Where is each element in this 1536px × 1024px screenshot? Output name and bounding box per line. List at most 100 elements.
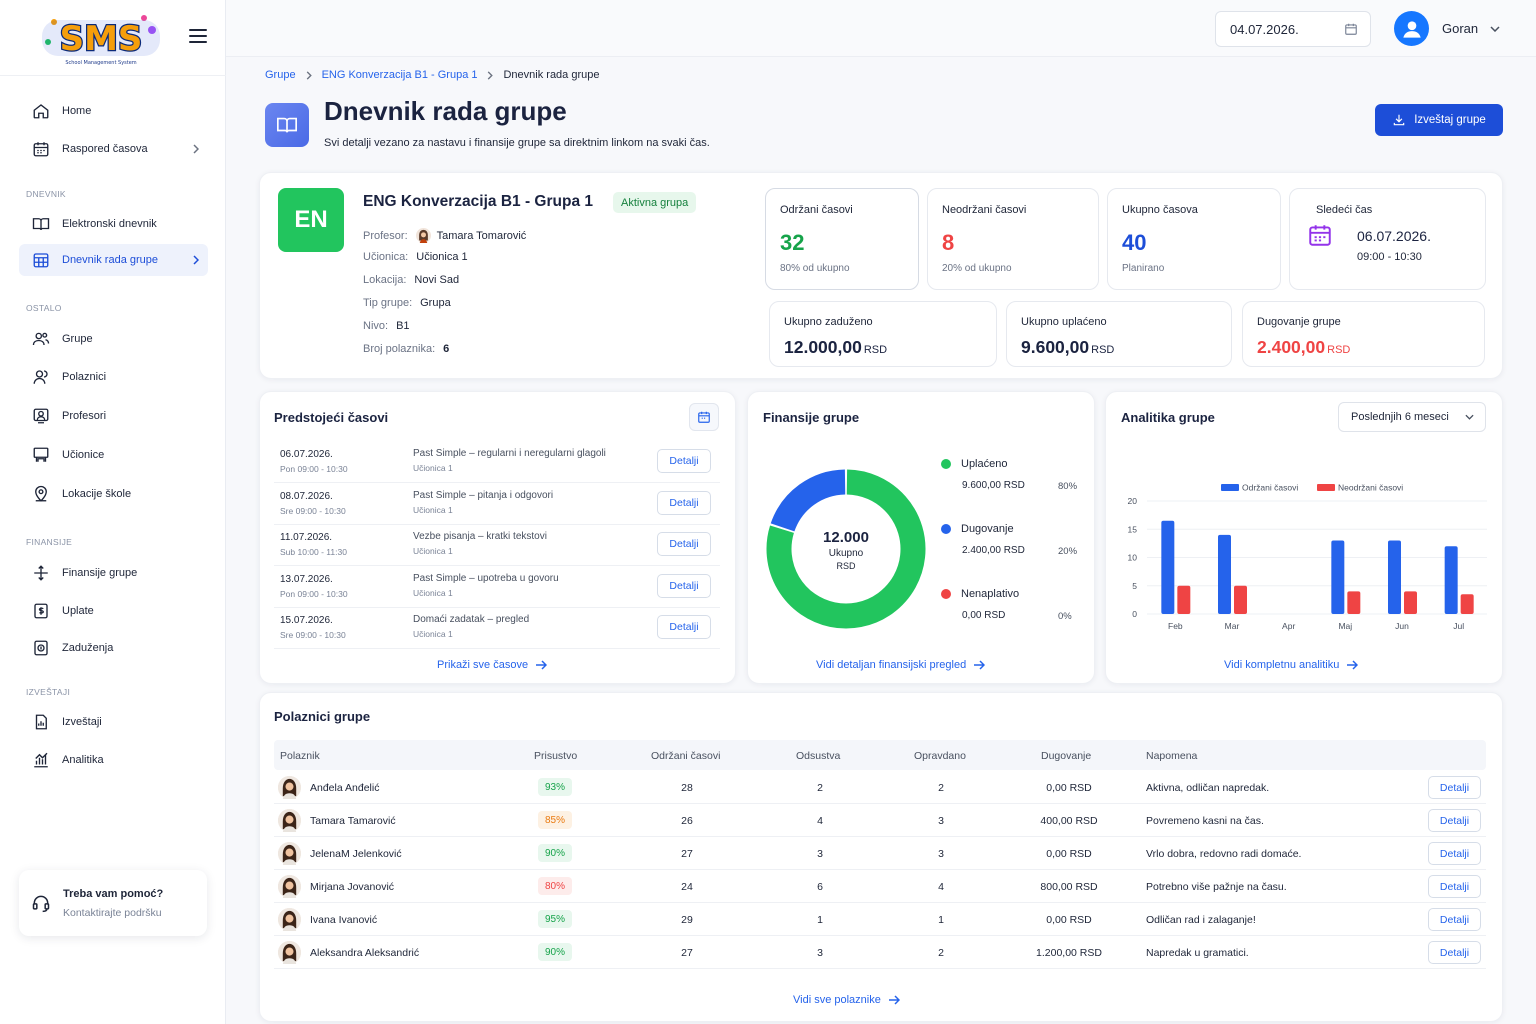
donut-label-2: RSD [836, 561, 856, 571]
legend-label: Dugovanje [961, 523, 1014, 535]
transfer-icon [31, 563, 51, 583]
avatar [415, 228, 431, 243]
info-value: Učionica 1 [416, 251, 468, 263]
lesson-time: Pon 09:00 - 10:30 [280, 588, 348, 599]
bar [1331, 540, 1345, 614]
sidebar-item-izvestaji[interactable]: Izveštaji [19, 706, 208, 738]
details-button[interactable]: Detalji [1428, 941, 1481, 964]
legend-label: Neodržani časovi [1338, 483, 1403, 493]
x-tick-label: Feb [1168, 621, 1183, 631]
sidebar-item-home[interactable]: Home [19, 95, 208, 127]
period-select[interactable]: Poslednjih 6 meseci [1338, 402, 1486, 432]
lesson-date: 08.07.2026. [280, 490, 333, 502]
details-button[interactable]: Detalji [657, 449, 711, 473]
sidebar-item-uplate[interactable]: Uplate [19, 595, 208, 627]
info-label: Učionica: [363, 251, 409, 263]
lesson-subject: Vezbe pisanja – kratki tekstovi [413, 531, 547, 542]
sidebar-item-label: Dnevnik rada grupe [62, 254, 159, 266]
details-button[interactable]: Detalji [1428, 776, 1481, 799]
menu-toggle-icon[interactable] [189, 29, 207, 43]
stat-total-classes: Ukupno časova 40 Planirano [1107, 188, 1281, 290]
sidebar-item-label: Zaduženja [62, 642, 114, 654]
help-card[interactable]: Treba vam pomoć? Kontaktirajte podršku [19, 870, 207, 936]
details-button[interactable]: Detalji [1428, 809, 1481, 832]
info-value: Tamara Tomarović [436, 229, 527, 242]
show-all-classes-link[interactable]: Prikaži sve časove [437, 659, 548, 671]
sidebar-item-zaduzenja[interactable]: Zaduženja [19, 632, 208, 664]
lesson-room: Učionica 1 [413, 546, 453, 556]
analytics-full-link[interactable]: Vidi kompletnu analitiku [1224, 659, 1359, 671]
upcoming-classes-card [259, 391, 736, 684]
sidebar-section-izvestaji: IZVEŠTAJI [26, 687, 71, 697]
attendance-badge: 90% [538, 943, 573, 961]
sidebar-item-raspored[interactable]: Raspored časova [19, 133, 208, 165]
details-button[interactable]: Detalji [657, 573, 711, 598]
sidebar-item-lokacije[interactable]: Lokacije škole [19, 478, 208, 510]
sidebar-item-analitika[interactable]: Analitika [19, 744, 208, 776]
sidebar-item-grupe[interactable]: Grupe [19, 323, 208, 355]
finance-detail-link[interactable]: Vidi detaljan finansijski pregled [816, 659, 986, 671]
status-badge: Aktivna grupa [613, 192, 697, 213]
user-menu[interactable]: Goran [1394, 11, 1500, 46]
lesson-subject: Past Simple – upotreba u govoru [413, 572, 559, 584]
lesson-date: 06.07.2026. [280, 449, 333, 460]
report-icon [31, 712, 51, 732]
student-name: Aleksandra Aleksandrić [310, 947, 420, 959]
money-value: 12.000,00 [784, 337, 862, 357]
bar [1444, 546, 1458, 614]
y-tick-label: 10 [1128, 553, 1138, 563]
sidebar-item-label: Izveštaji [62, 716, 102, 728]
student-name: Tamara Tamarović [310, 815, 396, 827]
details-button[interactable]: Detalji [1428, 875, 1481, 898]
headset-icon [31, 893, 51, 913]
details-button[interactable]: Detalji [657, 615, 711, 639]
stat-label: Sledeći čas [1316, 204, 1373, 216]
arrow-right-icon [1347, 660, 1359, 670]
app-logo[interactable]: SMS School Management System [40, 8, 162, 68]
legend-value: 0,00 RSD [962, 610, 1006, 621]
sidebar-item-finansije-grupe[interactable]: Finansije grupe [19, 557, 208, 589]
logo-text: SMS [60, 19, 143, 59]
y-tick-label: 0 [1132, 609, 1137, 619]
money-debt: Dugovanje grupe 2.400,00 RSD [1242, 301, 1485, 367]
sidebar-item-label: Home [62, 105, 92, 117]
sidebar-item-elektronski-dnevnik[interactable]: Elektronski dnevnik [19, 208, 208, 240]
bar [1177, 585, 1191, 614]
legend-percent: 0% [1058, 611, 1072, 622]
info-value: Novi Sad [414, 274, 460, 286]
legend-item: Dugovanje [941, 523, 1014, 535]
page-subtitle: Svi detalji vezano za nastavu i finansij… [324, 137, 710, 149]
sidebar-item-ucionice[interactable]: Učionice [19, 439, 208, 471]
chevron-right-icon [487, 70, 494, 80]
sidebar-item-label: Elektronski dnevnik [62, 218, 157, 230]
group-report-button[interactable]: Izveštaj grupe [1375, 104, 1503, 136]
all-students-link[interactable]: Vidi sve polaznike [793, 994, 900, 1006]
sidebar-item-profesori[interactable]: Profesori [19, 400, 208, 432]
analytics-title: Analitika grupe [1121, 410, 1215, 425]
sidebar-item-label: Profesori [62, 410, 107, 422]
sidebar-item-label: Raspored časova [62, 143, 148, 155]
lesson-room: Učionica 1 [413, 463, 453, 473]
sidebar-item-polaznici[interactable]: Polaznici [19, 361, 208, 393]
details-button[interactable]: Detalji [1428, 908, 1481, 931]
breadcrumb-link-grupe[interactable]: Grupe [265, 69, 296, 81]
donut-center: 12.000 Ukupno RSD [796, 529, 896, 571]
list-item: 08.07.2026. Sre 09:00 - 10:30 Past Simple … [274, 483, 720, 525]
y-tick-label: 5 [1132, 581, 1137, 591]
calendar-button[interactable] [689, 403, 719, 431]
avatar [278, 875, 301, 898]
user-name: Goran [1442, 21, 1479, 36]
chevron-right-icon [193, 144, 199, 154]
details-button[interactable]: Detalji [657, 490, 711, 515]
date-picker[interactable]: 04.07.2026. [1215, 11, 1371, 47]
details-button[interactable]: Detalji [657, 532, 711, 556]
details-button[interactable]: Detalji [1428, 842, 1481, 865]
money-label: Ukupno uplaćeno [1021, 316, 1107, 328]
breadcrumb: Grupe ENG Konverzacija B1 - Grupa 1 Dnev… [265, 69, 600, 81]
sidebar-item-dnevnik-rada-grupe[interactable]: Dnevnik rada grupe [19, 244, 208, 276]
classroom-icon [31, 445, 51, 465]
group-name: ENG Konverzacija B1 - Grupa 1 [363, 193, 593, 210]
breadcrumb-current: Dnevnik rada grupe [503, 69, 600, 81]
breadcrumb-link-group[interactable]: ENG Konverzacija B1 - Grupa 1 [321, 69, 478, 81]
legend-dot [941, 459, 951, 469]
